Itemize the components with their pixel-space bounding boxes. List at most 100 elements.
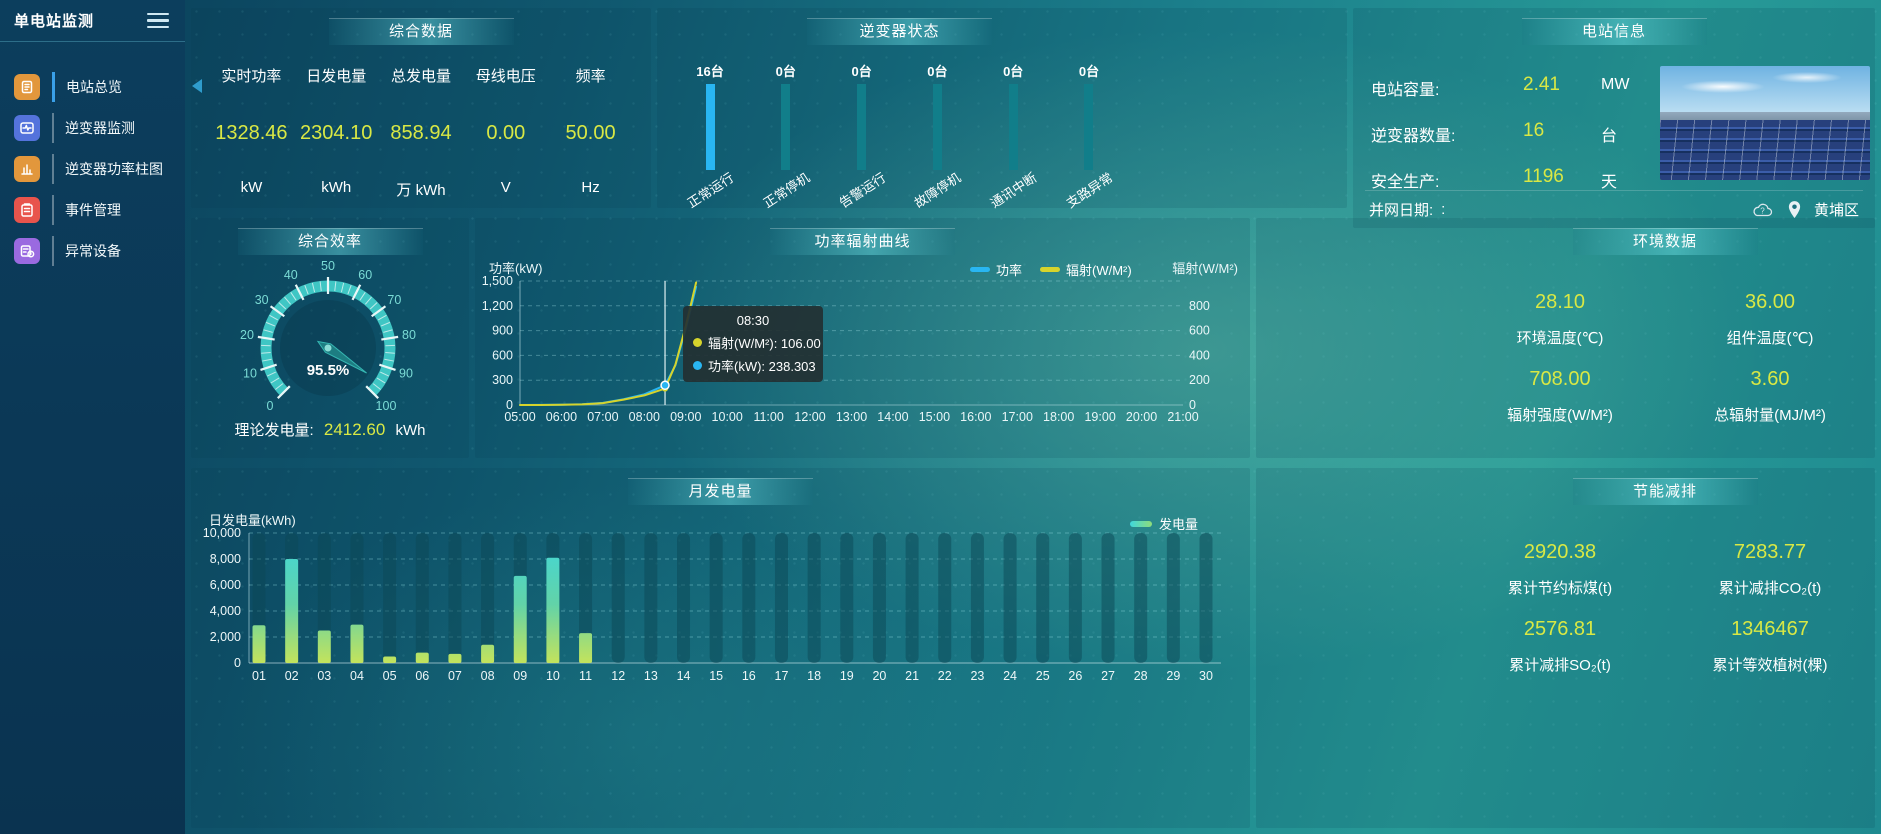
sidebar-item-label: 异常设备: [65, 242, 121, 259]
station-row-unit: MW: [1601, 76, 1630, 93]
svg-text:09:00: 09:00: [670, 410, 701, 424]
station-row-value: 2.41: [1523, 74, 1560, 95]
station-info-title: 电站信息: [1521, 18, 1707, 45]
main-content: 综合数据 实时功率 1328.46 kW 日发电量 2304.10 kWh 总发电量 858.…: [185, 0, 1881, 834]
power-radiation-chart[interactable]: 0 0 300 200 600 400 900 600 1,200 800 1,500 05:00 06…: [475, 273, 1250, 433]
svg-text:0: 0: [1189, 398, 1196, 412]
inverter-status-label: 支路异常: [1063, 169, 1116, 211]
sidebar-item-label: 逆变器监测: [65, 119, 135, 136]
station-row-label: 安全生产:: [1371, 174, 1440, 191]
svg-text:2,000: 2,000: [210, 630, 241, 644]
svg-text:01: 01: [252, 669, 266, 683]
stat-value: 1328.46: [215, 122, 288, 144]
svg-text:19: 19: [840, 669, 854, 683]
metric-cell: 708.00 辐射强度(W/M²): [1455, 368, 1665, 425]
efficiency-title: 综合效率: [237, 228, 423, 255]
stat-label: 总发电量: [390, 68, 451, 85]
svg-text:15: 15: [709, 669, 723, 683]
item-divider: [52, 153, 54, 184]
weather-cloud-icon[interactable]: ?: [1751, 202, 1775, 218]
stat-label: 频率: [575, 68, 606, 85]
station-location[interactable]: 黄埔区: [1813, 202, 1859, 219]
inverter-count: 0台: [851, 64, 872, 79]
item-divider: [52, 194, 54, 225]
metric-cell: 3.60 总辐射量(MJ/M²): [1665, 368, 1875, 425]
menu-toggle-icon[interactable]: [147, 12, 169, 29]
monthly-generation-panel: 月发电量 日发电量(kWh) 发电量 0 2,000 4,000 6,000 8,000…: [191, 468, 1250, 828]
svg-text:27: 27: [1101, 669, 1115, 683]
metric-label: 辐射强度(W/M²): [1507, 407, 1613, 424]
station-info-row: 逆变器数量: 16 台: [1371, 120, 1671, 168]
svg-text:800: 800: [1189, 299, 1210, 313]
svg-text:1,200: 1,200: [482, 299, 513, 313]
sidebar-item-label: 事件管理: [65, 201, 121, 218]
sidebar-item-3[interactable]: 逆变器功率柱图: [0, 148, 185, 189]
station-row-unit: 台: [1601, 128, 1618, 145]
metric-cell: 28.10 环境温度(℃): [1455, 291, 1665, 348]
sidebar-item-2[interactable]: 逆变器监测: [0, 107, 185, 148]
app-title: 单电站监测: [14, 13, 95, 30]
abnormal-device-icon: [14, 237, 40, 264]
station-row-label: 逆变器数量:: [1371, 128, 1456, 145]
location-pin-icon[interactable]: [1787, 200, 1802, 219]
theoretical-unit: kWh: [395, 422, 426, 439]
svg-text:18: 18: [807, 669, 821, 683]
sidebar-item-1[interactable]: 电站总览: [0, 66, 202, 107]
svg-text:14: 14: [677, 669, 691, 683]
stat-label: 母线电压: [475, 68, 536, 85]
inverter-status-column: 0台 通讯中断: [980, 61, 1046, 211]
legend-power-swatch: [970, 267, 990, 272]
svg-text:09: 09: [513, 669, 527, 683]
svg-text:4,000: 4,000: [210, 604, 241, 618]
inverter-count: 16台: [696, 64, 724, 79]
svg-text:08: 08: [481, 669, 495, 683]
inverter-status-bar: [1084, 84, 1094, 170]
metric-cell: 1346467 累计等效植树(棵): [1665, 618, 1875, 675]
energy-saving-panel: 节能减排 2920.38 累计节约标煤(t) 7283.77 累计减排CO₂(t) 25…: [1256, 468, 1875, 828]
sidebar-item-5[interactable]: 异常设备: [0, 230, 185, 271]
grid-date-value: :: [1441, 201, 1446, 218]
sidebar-item-label: 逆变器功率柱图: [65, 160, 163, 177]
svg-text:24: 24: [1003, 669, 1017, 683]
summary-stat: 总发电量 858.94 万 kWh: [379, 45, 464, 200]
svg-text:95.5%: 95.5%: [307, 362, 350, 379]
photo-sky: [1660, 66, 1870, 112]
svg-text:8,000: 8,000: [210, 552, 241, 566]
metric-value: 2576.81: [1523, 618, 1597, 640]
legend-power[interactable]: 功率: [970, 260, 1022, 279]
monthly-generation-chart[interactable]: 0 2,000 4,000 6,000 8,000 10,000 01 02 03 04 05 06 0…: [191, 526, 1250, 701]
chart-tooltip: 08:30 辐射(W/M²): 106.00 功率(kW): 238.303: [683, 306, 823, 382]
inverter-status-column: 0台 故障停机: [904, 61, 970, 211]
svg-text:26: 26: [1068, 669, 1082, 683]
metric-label: 累计减排CO₂(t): [1718, 580, 1822, 597]
sidebar: 单电站监测 电站总览逆变器监测逆变器功率柱图 事件管理异常设备: [0, 0, 202, 834]
legend-radiation[interactable]: 辐射(W/M²): [1040, 260, 1132, 279]
metric-label: 累计减排SO₂(t): [1509, 657, 1611, 674]
station-footer: 并网日期: : ? 黄埔区: [1365, 190, 1863, 224]
inverter-monitor-icon: [14, 114, 40, 141]
inverter-status-bar: [705, 84, 715, 170]
svg-text:08:00: 08:00: [629, 410, 660, 424]
svg-text:15:00: 15:00: [919, 410, 950, 424]
sidebar-item-label: 电站总览: [66, 78, 122, 95]
item-divider: [52, 71, 55, 102]
sidebar-item-4[interactable]: 事件管理: [0, 189, 185, 230]
monthly-legend[interactable]: 发电量: [1129, 514, 1198, 533]
energy-saving-title: 节能减排: [1572, 478, 1758, 505]
inverter-count: 0台: [775, 64, 796, 79]
legend-power-label: 功率: [996, 263, 1023, 278]
efficiency-gauge[interactable]: 0 10 20 30 40 50 60 70 80 90 100 95.5%: [191, 260, 469, 410]
inverter-status-bar: [781, 84, 791, 170]
inverter-status-label: 正常停机: [760, 169, 813, 211]
svg-text:20: 20: [872, 669, 886, 683]
tooltip-radiation-text: 辐射(W/M²): 106.00: [708, 336, 821, 351]
svg-text:0: 0: [234, 656, 241, 670]
sidebar-collapse-arrow-icon[interactable]: [192, 79, 202, 93]
inverter-status-chart[interactable]: 16台 正常运行 0台 正常停机 0台 告警运行 0台 故障停机 0台 通讯中断 0台 支路异常: [677, 61, 1122, 211]
tooltip-power-text: 功率(kW): 238.303: [708, 359, 816, 374]
monthly-y-axis-title: 日发电量(kWh): [209, 513, 296, 528]
svg-text:29: 29: [1166, 669, 1180, 683]
svg-text:30: 30: [1199, 669, 1213, 683]
svg-text:20: 20: [240, 328, 254, 342]
power-curve-panel: 功率辐射曲线 功率(kW) 辐射(W/M²) 功率 辐射(W/M²) 0 0 300…: [475, 218, 1250, 458]
